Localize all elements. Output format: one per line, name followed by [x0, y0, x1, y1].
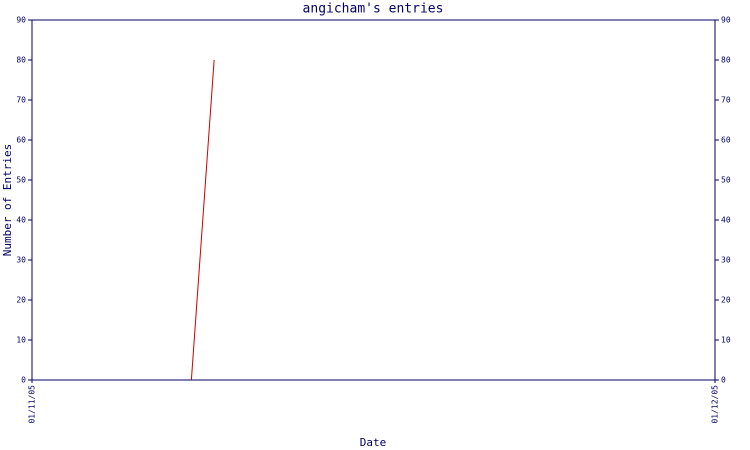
- y-axis-label: Number of Entries: [1, 144, 14, 257]
- y-tick-label: 10: [16, 336, 26, 345]
- y-tick-label: 40: [16, 216, 26, 225]
- y-tick-label: 50: [16, 176, 26, 185]
- y-tick-label: 80: [16, 56, 26, 65]
- y-tick-label: 20: [16, 296, 26, 305]
- y2-tick-label: 0: [721, 376, 726, 385]
- y2-tick-label: 90: [721, 16, 731, 25]
- y2-tick-label: 80: [721, 56, 731, 65]
- y-tick-label: 90: [16, 16, 26, 25]
- y-tick-label: 0: [21, 376, 26, 385]
- y2-tick-label: 40: [721, 216, 731, 225]
- y-tick-label: 60: [16, 136, 26, 145]
- y2-tick-label: 70: [721, 96, 731, 105]
- y2-tick-label: 30: [721, 256, 731, 265]
- chart-title: angicham's entries: [303, 2, 444, 17]
- y2-tick-label: 60: [721, 136, 731, 145]
- y2-tick-label: 10: [721, 336, 731, 345]
- x-tick-label: 01/12/05: [711, 385, 720, 424]
- y2-tick-label: 20: [721, 296, 731, 305]
- y2-tick-label: 50: [721, 176, 731, 185]
- x-tick-label: 01/11/05: [28, 385, 37, 424]
- x-axis-label: Date: [360, 436, 387, 449]
- y-tick-label: 70: [16, 96, 26, 105]
- y-tick-label: 30: [16, 256, 26, 265]
- data-line: [190, 59, 215, 381]
